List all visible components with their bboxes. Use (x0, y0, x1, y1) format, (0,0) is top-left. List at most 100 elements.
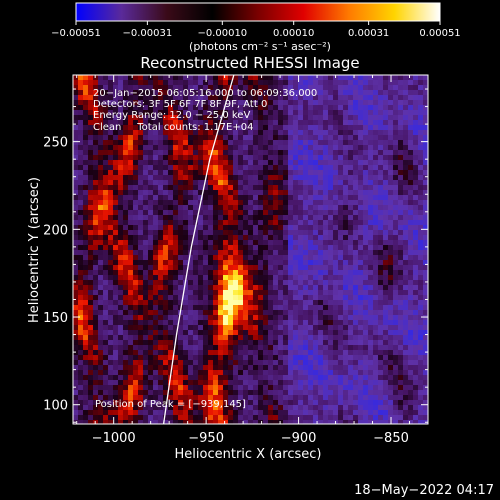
heatmap-cell (223, 75, 229, 81)
heatmap-cell (83, 105, 89, 111)
heatmap-cell (138, 115, 144, 121)
heatmap-cell (233, 85, 239, 91)
heatmap-cell (348, 110, 354, 116)
heatmap-cell (318, 225, 324, 231)
heatmap-cell (373, 95, 379, 101)
heatmap-cell (148, 215, 154, 221)
heatmap-cell (123, 105, 129, 111)
heatmap-cell (408, 95, 414, 101)
heatmap-cell (178, 335, 184, 341)
heatmap-cell (163, 400, 169, 406)
heatmap-cell (128, 240, 134, 246)
heatmap-cell (208, 240, 214, 246)
heatmap-cell (233, 165, 239, 171)
heatmap-cell (308, 215, 314, 221)
heatmap-cell (258, 345, 264, 351)
heatmap-cell (123, 230, 129, 236)
heatmap-cell (253, 215, 259, 221)
heatmap-cell (378, 375, 384, 381)
heatmap-cell (283, 110, 289, 116)
heatmap-cell (128, 80, 134, 86)
heatmap-cell (103, 80, 109, 86)
heatmap-cell (368, 285, 374, 291)
heatmap-cell (128, 85, 134, 91)
heatmap-cell (203, 260, 209, 266)
heatmap-cell (383, 250, 389, 256)
heatmap-cell (193, 275, 199, 281)
heatmap-cell (128, 235, 134, 241)
heatmap-cell (153, 225, 159, 231)
heatmap-cell (218, 155, 224, 161)
heatmap-cell (358, 95, 364, 101)
heatmap-cell (348, 330, 354, 336)
heatmap-cell (93, 265, 99, 271)
heatmap-cell (178, 225, 184, 231)
heatmap-cell (143, 230, 149, 236)
heatmap-cell (213, 290, 219, 296)
heatmap-cell (153, 230, 159, 236)
heatmap-cell (233, 200, 239, 206)
heatmap-cell (408, 265, 414, 271)
heatmap-cell (388, 310, 394, 316)
heatmap-cell (73, 195, 79, 201)
heatmap-cell (143, 395, 149, 401)
heatmap-cell (148, 310, 154, 316)
heatmap-cell (298, 285, 304, 291)
heatmap-cell (423, 330, 428, 336)
heatmap-cell (203, 230, 209, 236)
heatmap-cell (128, 200, 134, 206)
heatmap-cell (128, 345, 134, 351)
heatmap-cell (78, 395, 84, 401)
heatmap-cell (318, 405, 324, 411)
heatmap-cell (88, 145, 94, 151)
heatmap-cell (193, 175, 199, 181)
heatmap-cell (413, 115, 419, 121)
heatmap-cell (298, 345, 304, 351)
heatmap-cell (73, 265, 79, 271)
heatmap-cell (253, 190, 259, 196)
heatmap-cell (148, 410, 154, 416)
heatmap-cell (248, 205, 254, 211)
heatmap-cell (173, 180, 179, 186)
heatmap-cell (378, 335, 384, 341)
heatmap-cell (93, 175, 99, 181)
heatmap-cell (283, 140, 289, 146)
heatmap-cell (358, 80, 364, 86)
heatmap-cell (98, 175, 104, 181)
heatmap-cell (353, 170, 359, 176)
heatmap-cell (168, 355, 174, 361)
heatmap-cell (263, 175, 269, 181)
heatmap-cell (88, 385, 94, 391)
heatmap-cell (338, 290, 344, 296)
heatmap-cell (418, 90, 424, 96)
heatmap-cell (213, 410, 219, 416)
heatmap-cell (183, 255, 189, 261)
heatmap-cell (98, 130, 104, 136)
heatmap-cell (183, 165, 189, 171)
heatmap-cell (398, 240, 404, 246)
heatmap-cell (188, 215, 194, 221)
heatmap-cell (138, 330, 144, 336)
heatmap-cell (423, 340, 428, 346)
heatmap-cell (418, 395, 424, 401)
heatmap-cell (328, 90, 334, 96)
heatmap-cell (393, 135, 399, 141)
heatmap-cell (223, 170, 229, 176)
heatmap-cell (413, 405, 419, 411)
heatmap-cell (198, 90, 204, 96)
heatmap-cell (258, 290, 264, 296)
heatmap-cell (293, 300, 299, 306)
heatmap-cell (418, 230, 424, 236)
heatmap-cell (388, 275, 394, 281)
heatmap-cell (303, 195, 309, 201)
heatmap-cell (168, 95, 174, 101)
heatmap-cell (368, 210, 374, 216)
heatmap-cell (423, 175, 428, 181)
heatmap-cell (338, 390, 344, 396)
heatmap-cell (273, 215, 279, 221)
heatmap-cell (293, 125, 299, 131)
heatmap-cell (383, 215, 389, 221)
heatmap-cell (338, 155, 344, 161)
heatmap-cell (223, 185, 229, 191)
heatmap-cell (408, 330, 414, 336)
